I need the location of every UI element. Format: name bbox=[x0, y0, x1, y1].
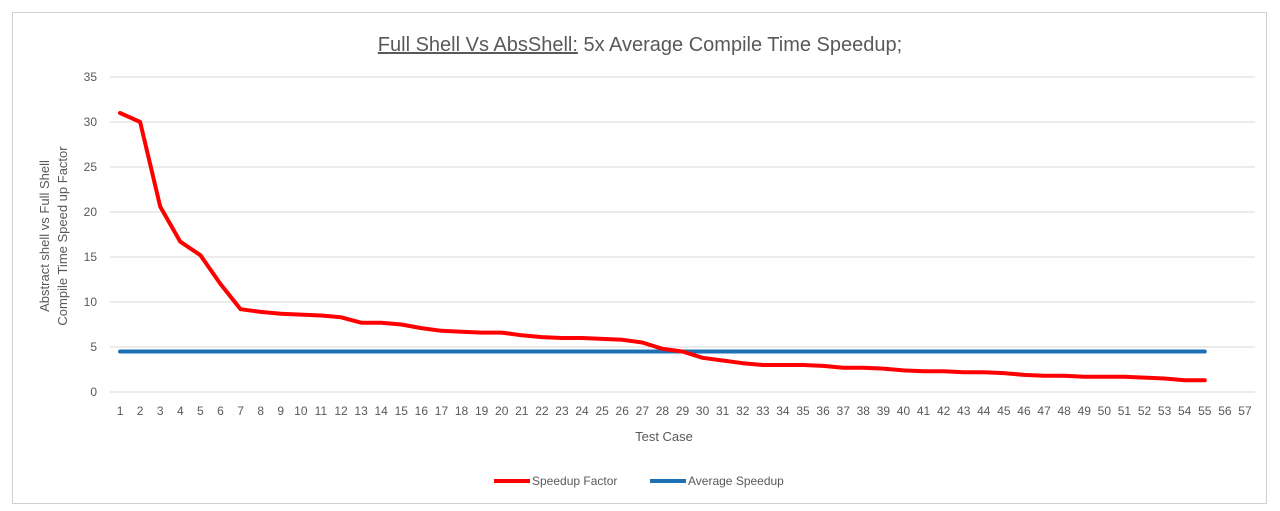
x-tick-label: 41 bbox=[917, 404, 931, 418]
x-tick-label: 40 bbox=[897, 404, 911, 418]
x-tick-label: 43 bbox=[957, 404, 971, 418]
x-tick-label: 50 bbox=[1098, 404, 1112, 418]
x-tick-label: 54 bbox=[1178, 404, 1192, 418]
x-tick-label: 27 bbox=[636, 404, 650, 418]
y-tick-label: 30 bbox=[84, 115, 98, 129]
x-tick-label: 44 bbox=[977, 404, 991, 418]
x-tick-label: 5 bbox=[197, 404, 204, 418]
x-tick-label: 11 bbox=[315, 404, 328, 418]
x-tick-label: 14 bbox=[375, 404, 389, 418]
y-tick-label: 25 bbox=[84, 160, 98, 174]
chart-frame bbox=[12, 12, 1267, 504]
x-tick-label: 36 bbox=[816, 404, 830, 418]
legend: Speedup Factor Average Speedup bbox=[494, 474, 784, 488]
y-tick-label: 10 bbox=[84, 295, 98, 309]
x-tick-label: 37 bbox=[837, 404, 851, 418]
x-tick-label: 49 bbox=[1078, 404, 1092, 418]
x-tick-label: 30 bbox=[696, 404, 710, 418]
y-tick-label: 35 bbox=[84, 70, 98, 84]
x-tick-label: 48 bbox=[1057, 404, 1071, 418]
x-tick-label: 32 bbox=[736, 404, 750, 418]
x-tick-label: 57 bbox=[1238, 404, 1252, 418]
x-tick-label: 7 bbox=[237, 404, 244, 418]
x-tick-label: 4 bbox=[177, 404, 184, 418]
series-line-speedup-factor bbox=[118, 111, 1207, 383]
x-tick-label: 24 bbox=[575, 404, 589, 418]
y-tick-label: 5 bbox=[90, 340, 97, 354]
x-tick-labels: 1 2 3 4 5 6 7 8 9 10 11 12 13 14 15 16 17 18 19 20 21 22 23 24 2… bbox=[117, 404, 1252, 418]
legend-label-average: Average Speedup bbox=[688, 474, 784, 488]
x-tick-label: 46 bbox=[1017, 404, 1031, 418]
legend-label-speedup: Speedup Factor bbox=[532, 474, 617, 488]
y-tick-label: 20 bbox=[84, 205, 98, 219]
x-tick-label: 1 bbox=[117, 404, 124, 418]
x-tick-label: 34 bbox=[776, 404, 790, 418]
x-tick-label: 28 bbox=[656, 404, 670, 418]
gridlines bbox=[110, 76, 1255, 393]
x-tick-label: 10 bbox=[294, 404, 308, 418]
series-lines bbox=[118, 111, 1207, 383]
x-tick-label: 9 bbox=[277, 404, 284, 418]
x-tick-label: 16 bbox=[415, 404, 429, 418]
x-tick-label: 26 bbox=[616, 404, 630, 418]
chart-title-underlined: Full Shell Vs AbsShell: bbox=[378, 34, 578, 56]
x-tick-label: 55 bbox=[1198, 404, 1212, 418]
y-tick-label: 0 bbox=[90, 385, 97, 399]
x-tick-label: 17 bbox=[435, 404, 449, 418]
chart-title-rest: 5x Average Compile Time Speedup; bbox=[578, 34, 902, 56]
x-tick-label: 8 bbox=[257, 404, 264, 418]
x-tick-label: 45 bbox=[997, 404, 1011, 418]
x-tick-label: 56 bbox=[1218, 404, 1232, 418]
x-axis-title: Test Case bbox=[635, 429, 693, 444]
chart-title: Full Shell Vs AbsShell: 5x Average Compi… bbox=[378, 34, 902, 56]
x-tick-label: 18 bbox=[455, 404, 469, 418]
x-tick-label: 39 bbox=[877, 404, 891, 418]
x-tick-label: 12 bbox=[334, 404, 348, 418]
y-tick-label: 15 bbox=[84, 250, 98, 264]
x-tick-label: 15 bbox=[395, 404, 409, 418]
x-tick-label: 53 bbox=[1158, 404, 1172, 418]
x-tick-label: 25 bbox=[595, 404, 609, 418]
x-tick-label: 38 bbox=[857, 404, 871, 418]
x-tick-label: 35 bbox=[796, 404, 810, 418]
x-tick-label: 19 bbox=[475, 404, 489, 418]
x-tick-label: 52 bbox=[1138, 404, 1152, 418]
x-tick-label: 6 bbox=[217, 404, 224, 418]
x-tick-label: 3 bbox=[157, 404, 164, 418]
x-tick-label: 20 bbox=[495, 404, 509, 418]
x-tick-label: 22 bbox=[535, 404, 549, 418]
y-axis-title-line2: Compile Time Speed up Factor bbox=[55, 146, 70, 326]
x-tick-label: 21 bbox=[515, 404, 529, 418]
x-tick-label: 47 bbox=[1037, 404, 1051, 418]
x-tick-label: 29 bbox=[676, 404, 690, 418]
y-axis-title-line1: Abstract shell vs Full Shell bbox=[37, 160, 52, 312]
x-tick-label: 51 bbox=[1118, 404, 1132, 418]
x-tick-label: 31 bbox=[716, 404, 730, 418]
y-tick-labels: 0 5 10 15 20 25 30 35 bbox=[84, 70, 98, 399]
x-tick-label: 33 bbox=[756, 404, 770, 418]
x-tick-label: 2 bbox=[137, 404, 144, 418]
x-tick-label: 23 bbox=[555, 404, 569, 418]
x-tick-label: 42 bbox=[937, 404, 951, 418]
x-tick-label: 13 bbox=[354, 404, 368, 418]
